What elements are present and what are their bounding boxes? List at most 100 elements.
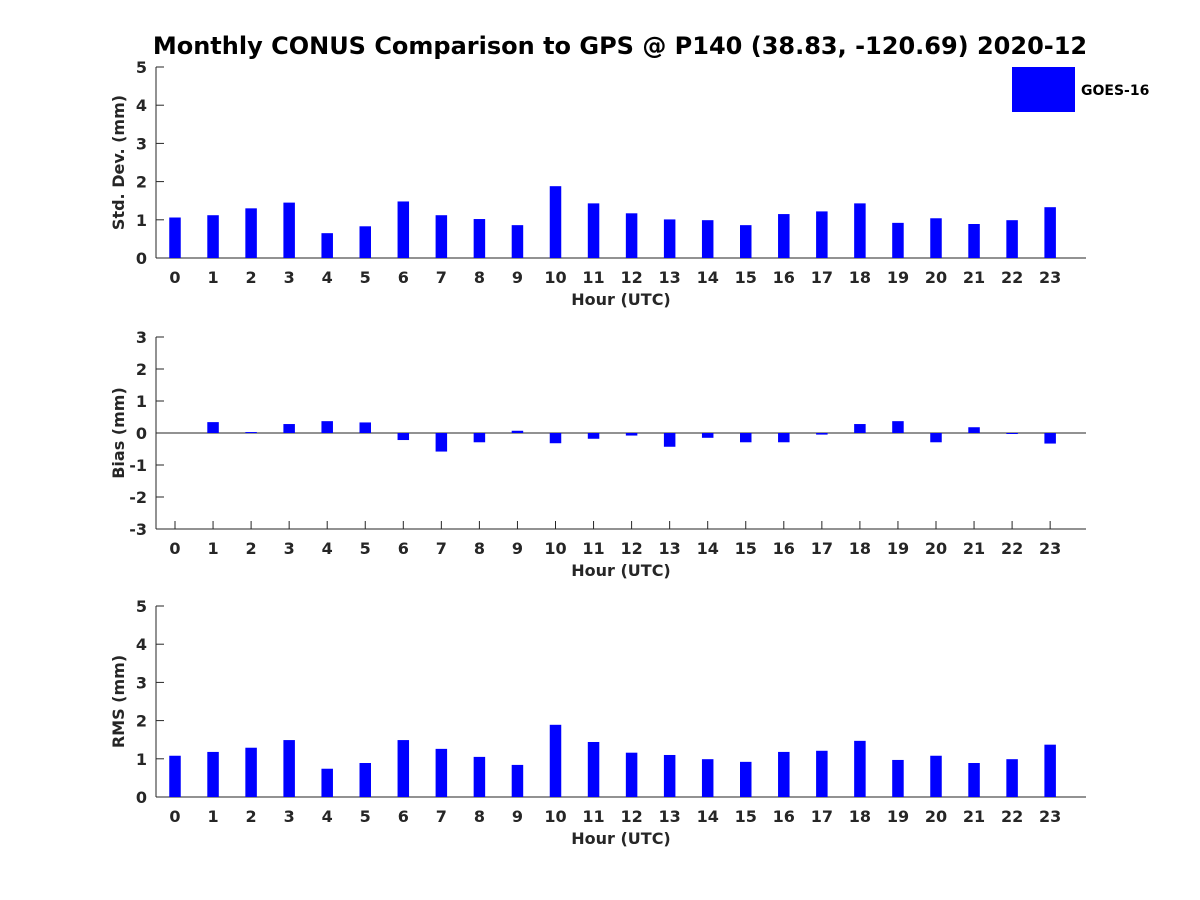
x-tick-label: 21: [963, 807, 985, 826]
bar-rms-22: [1006, 759, 1018, 797]
x-tick-label: 9: [512, 268, 523, 287]
bar-std-9: [511, 225, 524, 258]
x-tick-label: 15: [735, 807, 757, 826]
x-tick-label: 2: [246, 268, 257, 287]
bar-rms-3: [283, 740, 295, 797]
bar-std-18: [854, 203, 866, 258]
bar-bias-22: [1006, 433, 1018, 434]
x-tick-label: 20: [925, 268, 947, 287]
x-tick-label: 16: [773, 539, 795, 558]
bar-bias-14: [701, 433, 714, 438]
y-tick-label: 1: [136, 750, 147, 769]
x-tick-label: 5: [360, 807, 371, 826]
x-tick-label: 11: [582, 539, 604, 558]
bar-rms-17: [816, 750, 828, 797]
y-tick-label: 1: [136, 211, 147, 230]
bar-bias-3: [283, 424, 295, 433]
y-axis-label: Std. Dev. (mm): [109, 95, 128, 230]
x-tick-label: 12: [620, 539, 642, 558]
x-tick-label: 21: [963, 539, 985, 558]
x-tick-label: 13: [659, 268, 681, 287]
x-tick-label: 14: [697, 268, 719, 287]
x-tick-label: 18: [849, 807, 871, 826]
x-tick-label: 0: [169, 268, 180, 287]
bar-std-10: [549, 186, 562, 258]
x-tick-label: 4: [322, 807, 333, 826]
bar-rms-23: [1044, 744, 1056, 797]
x-tick-label: 9: [512, 807, 523, 826]
bar-std-12: [625, 213, 638, 258]
x-tick-label: 11: [582, 268, 604, 287]
x-tick-label: 22: [1001, 268, 1023, 287]
bar-bias-11: [587, 433, 600, 439]
x-axis-label: Hour (UTC): [571, 290, 671, 309]
x-tick-label: 6: [398, 539, 409, 558]
x-tick-label: 22: [1001, 539, 1023, 558]
x-tick-label: 10: [544, 807, 566, 826]
x-tick-label: 20: [925, 539, 947, 558]
bar-std-23: [1044, 207, 1056, 258]
x-tick-label: 21: [963, 268, 985, 287]
x-tick-label: 17: [811, 539, 833, 558]
bar-bias-18: [854, 424, 866, 433]
x-tick-label: 14: [697, 807, 719, 826]
bar-bias-19: [892, 421, 904, 433]
bar-std-19: [892, 222, 904, 258]
bar-std-2: [245, 208, 257, 258]
x-tick-label: 7: [436, 539, 447, 558]
bar-std-4: [321, 233, 333, 258]
bar-rms-11: [587, 741, 600, 797]
bar-rms-16: [778, 751, 790, 797]
x-tick-label: 14: [697, 539, 719, 558]
bar-bias-15: [740, 433, 752, 443]
bar-rms-12: [625, 752, 638, 797]
y-tick-label: 3: [136, 134, 147, 153]
x-tick-label: 16: [773, 268, 795, 287]
bar-std-7: [435, 215, 448, 258]
x-tick-label: 19: [887, 539, 909, 558]
bar-bias-13: [663, 433, 676, 447]
y-tick-label: 3: [136, 328, 147, 347]
y-tick-label: 0: [136, 249, 147, 268]
x-tick-label: 3: [284, 539, 295, 558]
x-tick-label: 2: [246, 539, 257, 558]
x-tick-label: 3: [284, 807, 295, 826]
bar-bias-12: [625, 433, 638, 436]
x-tick-label: 17: [811, 807, 833, 826]
x-tick-label: 19: [887, 807, 909, 826]
x-tick-label: 6: [398, 268, 409, 287]
y-tick-label: -1: [129, 456, 147, 475]
x-tick-label: 2: [246, 807, 257, 826]
x-tick-label: 8: [474, 539, 485, 558]
bar-rms-18: [854, 740, 866, 797]
bar-rms-4: [321, 768, 333, 797]
x-tick-label: 8: [474, 268, 485, 287]
x-tick-label: 17: [811, 268, 833, 287]
bar-rms-8: [473, 756, 486, 797]
y-tick-label: 2: [136, 173, 147, 192]
x-tick-label: 5: [360, 539, 371, 558]
bar-rms-14: [701, 759, 714, 797]
x-tick-label: 4: [322, 268, 333, 287]
bar-std-3: [283, 202, 295, 258]
bar-std-14: [701, 220, 714, 258]
bar-std-13: [663, 219, 676, 258]
bar-rms-13: [663, 754, 676, 797]
bar-bias-8: [473, 433, 486, 443]
x-tick-label: 1: [207, 539, 218, 558]
x-tick-label: 19: [887, 268, 909, 287]
x-tick-label: 13: [659, 539, 681, 558]
x-tick-label: 9: [512, 539, 523, 558]
bar-bias-7: [435, 433, 448, 452]
bar-std-22: [1006, 220, 1018, 258]
bar-bias-10: [549, 433, 562, 444]
x-tick-label: 1: [207, 268, 218, 287]
legend-swatch: [1012, 67, 1075, 112]
bar-bias-16: [778, 433, 790, 443]
x-tick-label: 7: [436, 807, 447, 826]
x-tick-label: 15: [735, 268, 757, 287]
y-tick-label: 5: [136, 58, 147, 77]
